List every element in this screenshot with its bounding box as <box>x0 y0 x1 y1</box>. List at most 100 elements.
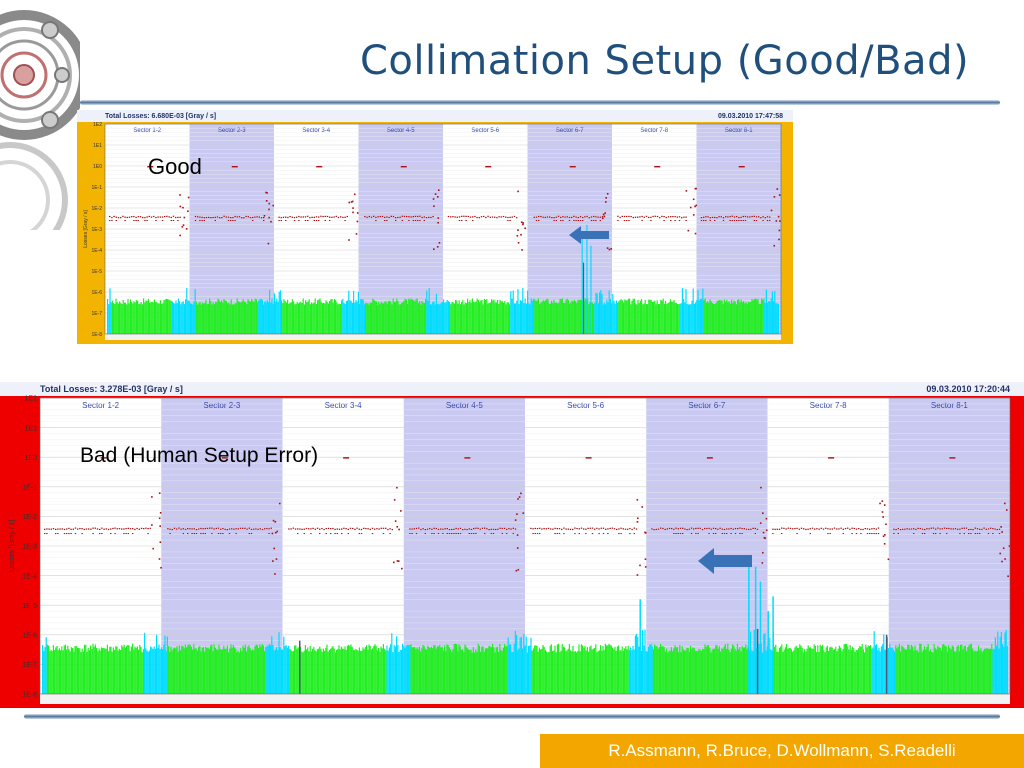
loss-bar <box>613 300 615 334</box>
loss-bar <box>132 303 134 334</box>
y-tick-label: 1E-3 <box>91 227 102 233</box>
loss-bar <box>670 647 672 694</box>
threshold-marker <box>94 527 96 529</box>
loss-bar <box>384 648 386 694</box>
loss-bar <box>295 303 297 334</box>
loss-bar <box>521 300 523 334</box>
threshold-marker <box>83 528 85 531</box>
loss-bar <box>459 304 461 334</box>
threshold-marker <box>347 528 349 531</box>
threshold-marker <box>705 216 707 218</box>
loss-bar <box>720 651 722 694</box>
threshold-marker <box>613 528 616 530</box>
loss-bar <box>723 646 725 694</box>
threshold-marker <box>170 220 172 221</box>
loss-bar <box>247 646 249 694</box>
threshold-marker <box>607 528 609 530</box>
loss-bar <box>678 652 680 694</box>
loss-bar <box>854 651 856 694</box>
loss-bar <box>259 644 261 694</box>
loss-bar <box>985 648 987 694</box>
loss-bar <box>999 636 1001 694</box>
loss-bar <box>345 301 347 334</box>
threshold-marker <box>406 215 408 218</box>
loss-bar <box>318 648 320 694</box>
threshold-marker <box>641 215 643 218</box>
threshold-marker <box>298 215 300 218</box>
loss-bar <box>582 300 584 334</box>
loss-bar <box>720 300 722 334</box>
loss-bar <box>79 648 81 694</box>
loss-bar <box>176 303 178 334</box>
threshold-marker <box>952 528 954 530</box>
threshold-marker <box>135 216 137 219</box>
loss-bar <box>895 645 897 694</box>
loss-bar <box>493 299 495 334</box>
loss-bar <box>92 643 94 694</box>
threshold-marker <box>644 566 647 568</box>
loss-bar <box>182 646 184 694</box>
threshold-marker <box>949 457 956 459</box>
loss-bar <box>377 304 379 334</box>
threshold-marker <box>578 528 580 530</box>
threshold-marker <box>726 533 728 535</box>
threshold-marker <box>807 528 809 530</box>
loss-bar <box>156 634 158 694</box>
loss-bar <box>596 293 598 334</box>
threshold-marker <box>110 528 112 530</box>
threshold-marker <box>352 207 354 209</box>
threshold-marker <box>266 527 268 530</box>
threshold-marker <box>99 533 101 535</box>
loss-bar <box>972 648 974 694</box>
threshold-marker <box>184 528 187 530</box>
sector-label: Sector 4-5 <box>446 401 483 410</box>
loss-bar <box>554 645 556 694</box>
loss-bar <box>710 301 712 334</box>
threshold-marker <box>875 533 877 535</box>
threshold-marker <box>803 528 805 530</box>
loss-bar <box>426 290 428 334</box>
loss-bar <box>374 301 376 334</box>
loss-spike <box>586 224 588 334</box>
sector-label: Sector 1-2 <box>133 128 161 134</box>
loss-bar <box>463 651 465 694</box>
loss-bar <box>49 651 51 694</box>
loss-bar <box>622 650 624 694</box>
loss-bar <box>960 644 962 694</box>
loss-bar <box>522 648 524 694</box>
threshold-marker <box>263 220 265 221</box>
loss-bar <box>118 648 120 694</box>
loss-bar <box>476 651 478 694</box>
threshold-marker <box>730 533 732 535</box>
threshold-marker <box>1001 531 1003 533</box>
threshold-marker <box>384 216 386 218</box>
loss-bar <box>598 650 600 694</box>
threshold-marker <box>157 216 159 218</box>
threshold-marker <box>179 234 181 237</box>
threshold-marker <box>274 520 277 523</box>
threshold-marker <box>371 533 374 535</box>
threshold-marker <box>737 527 739 530</box>
loss-bar <box>416 298 418 334</box>
loss-bar <box>273 650 275 694</box>
loss-bar <box>55 647 57 694</box>
good-loss-monitor-panel: Sector 1-2 Sector 2-3 Sector 3-4 Sector 4-5… <box>77 110 793 344</box>
loss-bar <box>496 646 498 694</box>
loss-bar <box>602 304 604 334</box>
y-tick-label: 1E-5 <box>91 269 102 275</box>
threshold-marker <box>779 220 781 222</box>
threshold-marker <box>209 527 211 529</box>
loss-bar <box>234 647 236 694</box>
loss-bar <box>442 650 444 694</box>
loss-bar <box>577 299 579 334</box>
threshold-marker <box>424 528 426 531</box>
loss-bar <box>773 301 775 334</box>
threshold-marker <box>88 528 90 530</box>
loss-bar <box>855 649 857 694</box>
threshold-marker <box>924 533 926 535</box>
threshold-marker <box>681 217 683 219</box>
threshold-marker <box>1007 575 1009 578</box>
threshold-marker <box>623 215 626 218</box>
loss-bar <box>231 647 233 694</box>
loss-bar <box>560 650 562 694</box>
